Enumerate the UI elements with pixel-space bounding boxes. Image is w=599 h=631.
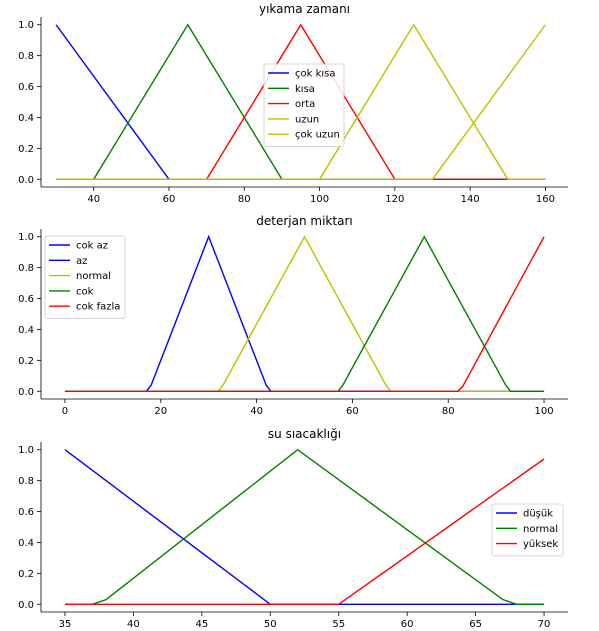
x-tick-label: 20	[154, 406, 167, 417]
x-tick-label: 100	[534, 406, 553, 417]
x-tick-label: 60	[346, 406, 359, 417]
y-tick-label: 0.0	[18, 175, 34, 186]
legend: düşük normal yüksek	[491, 503, 564, 557]
legend-box	[44, 235, 126, 319]
x-tick-label: 60	[401, 619, 414, 627]
y-tick-label: 0.2	[18, 356, 34, 367]
legend-entry: az	[76, 256, 87, 267]
legend-entry: orta	[295, 99, 315, 110]
y-tick-label: 0.8	[18, 51, 34, 62]
legend-entry: kısa	[295, 84, 315, 95]
y-tick-label: 0.8	[18, 263, 34, 274]
chart-2: deterjan miktarı 0 20 40 60 80 100 0.0 0.2 0.4 0.6…	[18, 214, 568, 417]
y-tick-label: 1.0	[18, 445, 34, 456]
series-line-2	[64, 448, 545, 605]
legend: cok az az normal cok cok fazla	[44, 235, 126, 319]
chart-title: deterjan miktarı	[256, 214, 352, 228]
x-tick-label: 65	[469, 619, 482, 627]
legend-box	[263, 63, 345, 147]
y-tick-label: 1.0	[18, 20, 34, 31]
x-tick-label: 35	[59, 619, 72, 627]
x-tick-label: 55	[332, 619, 345, 627]
legend-entry: cok az	[76, 241, 108, 252]
chart-title: yıkama zamanı	[259, 2, 350, 16]
y-tick-label: 0.0	[18, 387, 34, 398]
x-tick-label: 40	[87, 194, 100, 205]
x-tick-label: 140	[461, 194, 480, 205]
series-line-5	[56, 24, 546, 180]
y-tick-label: 0.6	[18, 294, 34, 305]
x-tick-label: 80	[238, 194, 251, 205]
y-tick-label: 0.0	[18, 600, 34, 611]
series-line-3	[64, 458, 545, 605]
x-tick-label: 160	[536, 194, 555, 205]
legend-entry: cok fazla	[76, 302, 120, 313]
legend-entry: cok	[76, 286, 94, 297]
series-line-5	[64, 236, 545, 392]
y-tick-label: 0.8	[18, 476, 34, 487]
x-tick-label: 60	[163, 194, 176, 205]
legend-entry: uzun	[295, 114, 319, 125]
legend-entry: çok uzun	[295, 130, 340, 141]
x-tick-label: 50	[264, 619, 277, 627]
legend-entry: normal	[76, 271, 111, 282]
legend-entry: çok kısa	[295, 69, 336, 80]
series-line-1	[64, 449, 545, 605]
y-tick-label: 1.0	[18, 232, 34, 243]
y-tick-label: 0.4	[18, 325, 34, 336]
chart-1: yıkama zamanı 40 60 80 100 120 140 160 0.0 0.2 0.4…	[18, 2, 568, 205]
x-tick-label: 100	[310, 194, 329, 205]
x-tick-label: 40	[250, 406, 263, 417]
y-tick-label: 0.4	[18, 113, 34, 124]
x-tick-label: 70	[538, 619, 551, 627]
chart-title: su sıacaklığı	[268, 427, 341, 441]
x-tick-label: 40	[127, 619, 140, 627]
legend-entry: normal	[523, 524, 558, 535]
chart-3: su sıacaklığı 35 40 45 50 55 60 65 70 0.0 0.2 0.4 0.…	[18, 427, 568, 630]
legend-entry: düşük	[523, 509, 553, 520]
y-tick-label: 0.6	[18, 82, 34, 93]
x-tick-label: 80	[442, 406, 455, 417]
y-tick-label: 0.4	[18, 538, 34, 549]
x-tick-label: 120	[385, 194, 404, 205]
y-tick-label: 0.6	[18, 507, 34, 518]
x-tick-label: 45	[195, 619, 208, 627]
y-tick-label: 0.2	[18, 144, 34, 155]
x-tick-label: 0	[62, 406, 68, 417]
legend-entry: yüksek	[523, 539, 558, 550]
y-tick-label: 0.2	[18, 569, 34, 580]
legend: çok kısa kısa orta uzun çok uzun	[263, 63, 345, 147]
